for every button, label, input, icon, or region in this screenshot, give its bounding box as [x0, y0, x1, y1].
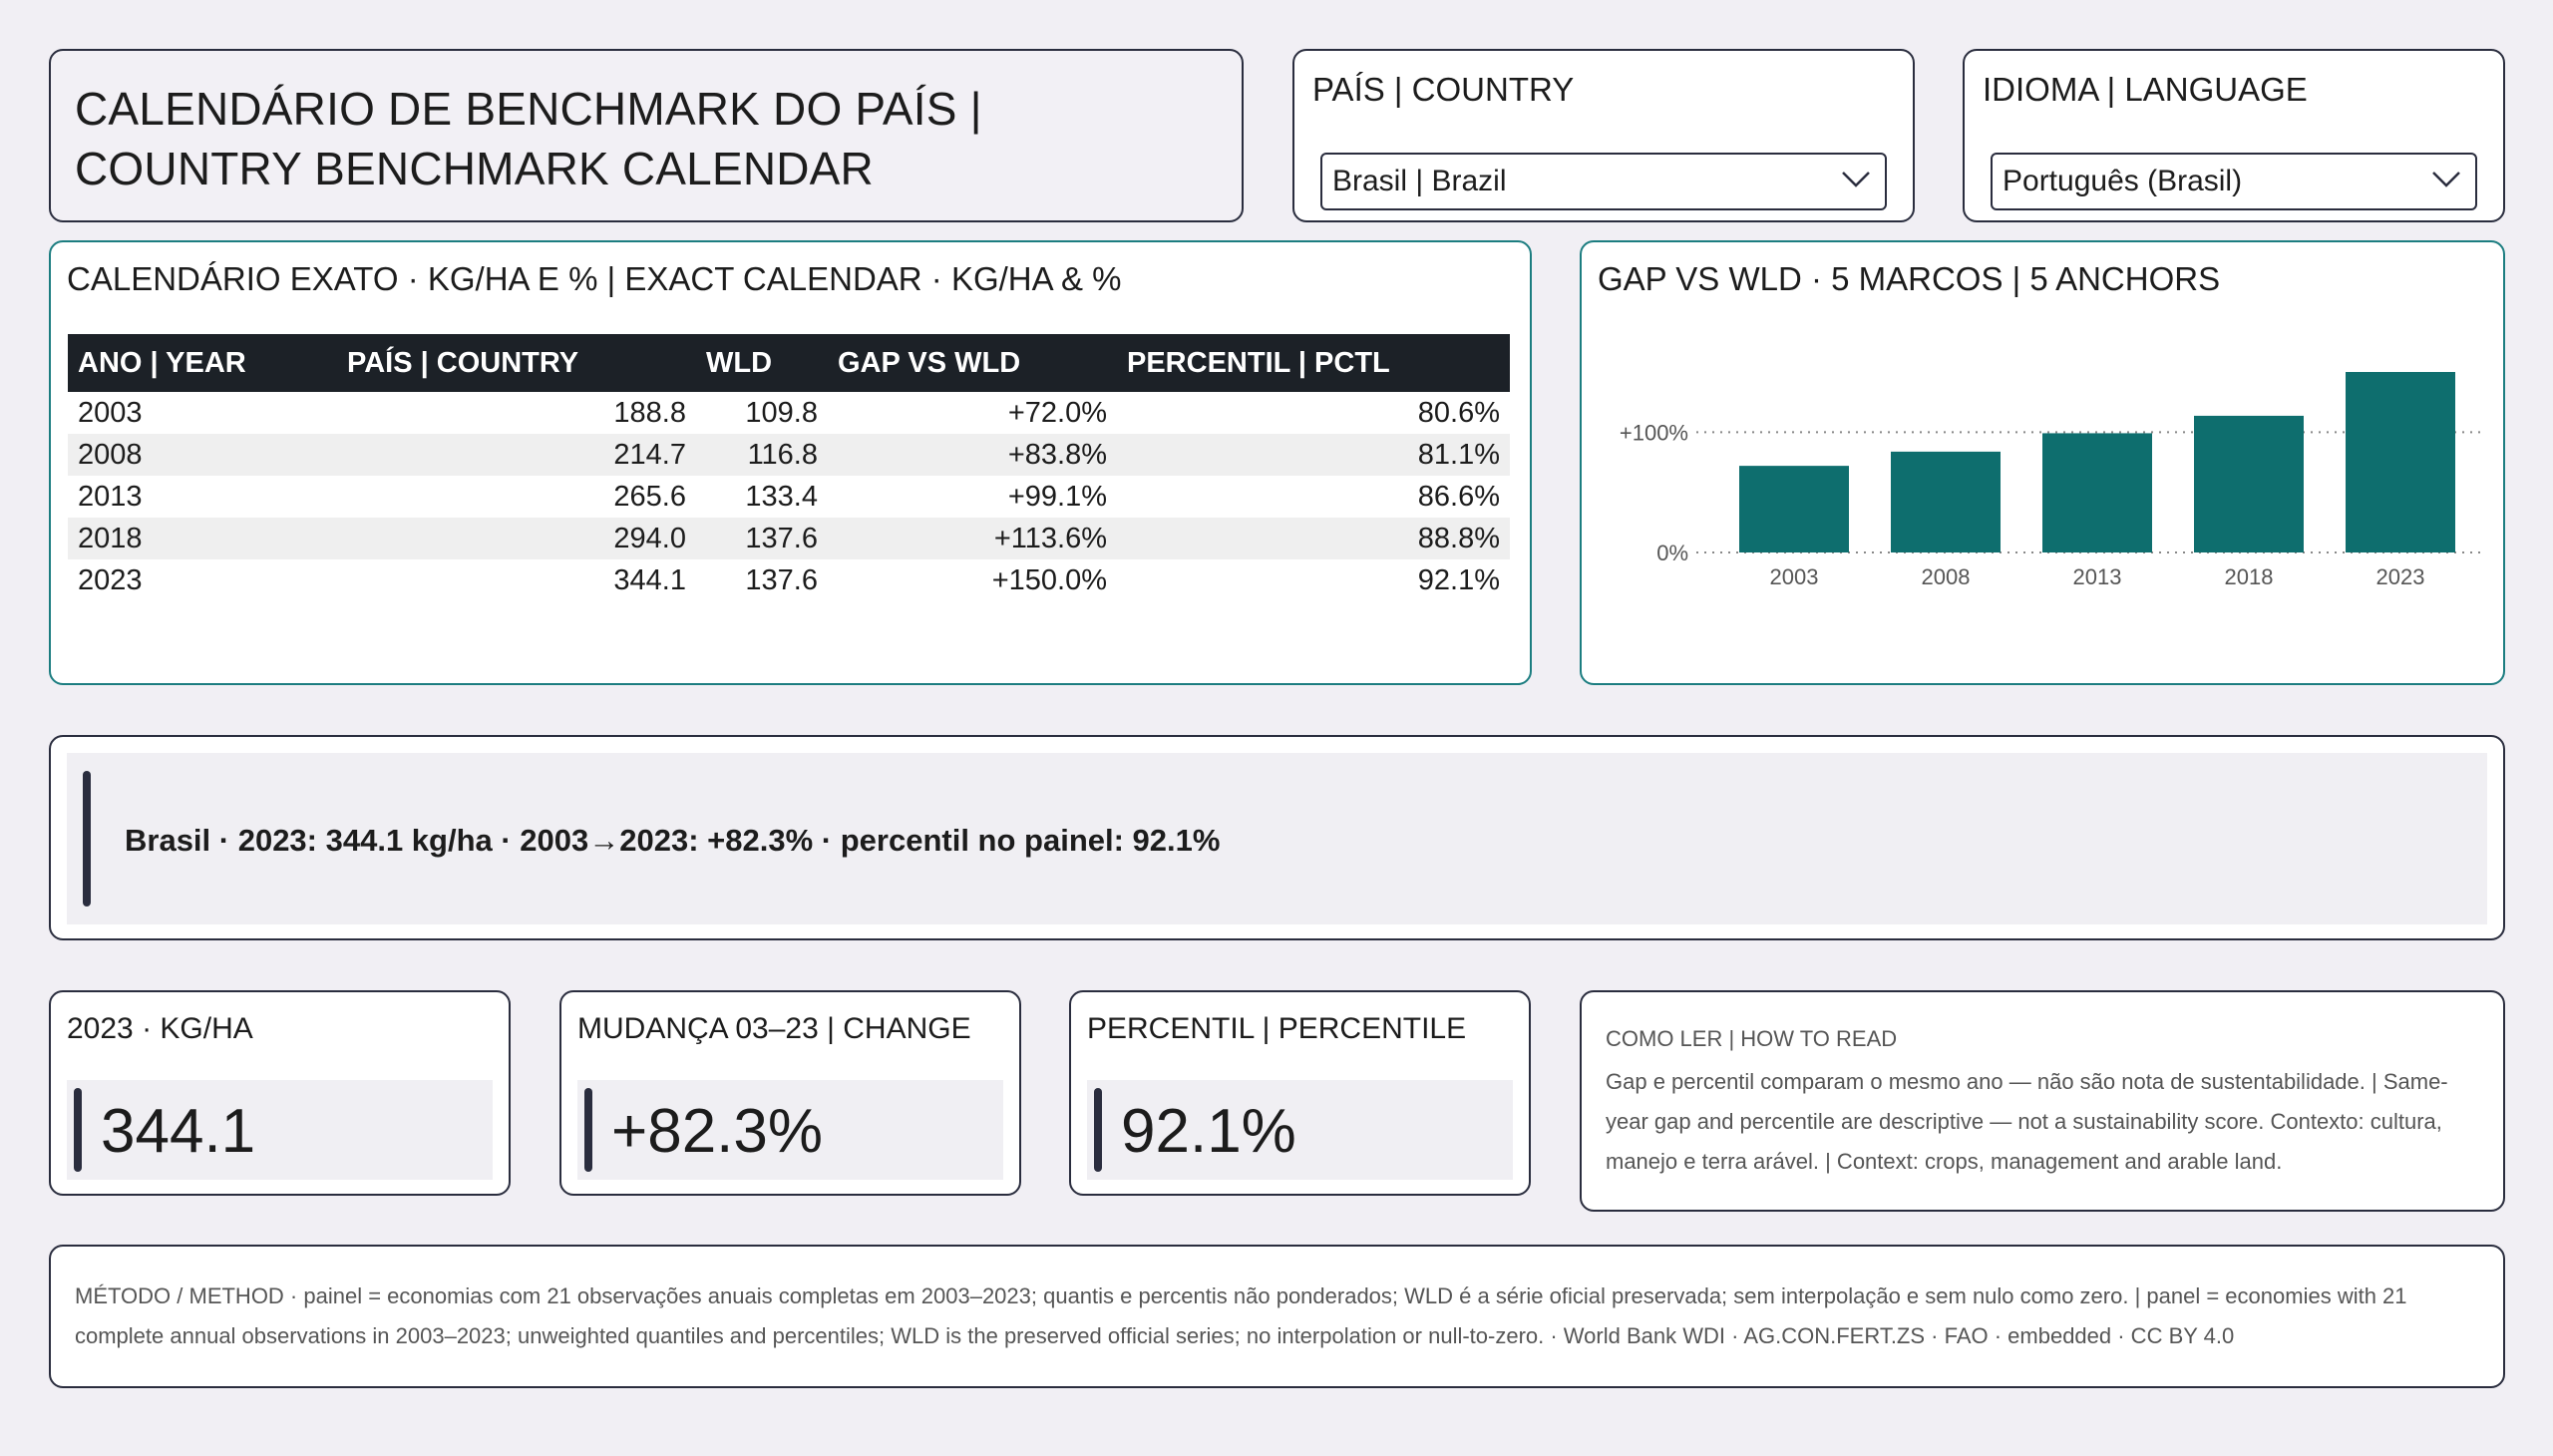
- table-cell: +83.8%: [828, 434, 1117, 476]
- chevron-down-icon[interactable]: [2431, 169, 2461, 190]
- table-cell: 109.8: [745, 396, 818, 429]
- column-header[interactable]: GAP VS WLD: [828, 334, 1117, 392]
- column-header[interactable]: PERCENTIL | PCTL: [1117, 334, 1510, 392]
- bar-2018[interactable]: [2194, 415, 2304, 552]
- x-tick-label: 2013: [2073, 564, 2122, 589]
- country-slicer-title: PAÍS | COUNTRY: [1312, 71, 1575, 108]
- table-title: CALENDÁRIO EXATO · KG/HA E % | EXACT CAL…: [67, 260, 1122, 297]
- x-tick-label: 2003: [1770, 564, 1819, 589]
- kpi-change-card: MUDANÇA 03–23 | CHANGE +82.3%: [559, 990, 1021, 1196]
- insight-accent-bar: [83, 771, 91, 907]
- table-row: 2003 188.8 109.8 +72.0% 80.6%: [68, 392, 1510, 434]
- column-header[interactable]: WLD: [696, 334, 828, 392]
- table-cell: 133.4: [745, 480, 818, 513]
- kpi-yield-card: 2023 · KG/HA 344.1: [49, 990, 511, 1196]
- method-text: MÉTODO / METHOD · painel = economias com…: [75, 1283, 2407, 1348]
- kpi-accent-bar: [1094, 1088, 1102, 1172]
- kpi-title: 2023 · KG/HA: [67, 1012, 253, 1045]
- how-to-read-text: Gap e percentil comparam o mesmo ano — n…: [1606, 1069, 2448, 1174]
- chart-title: GAP VS WLD · 5 MARCOS | 5 ANCHORS: [1598, 260, 2221, 297]
- table-cell: +113.6%: [828, 518, 1117, 559]
- how-to-read-title: COMO LER | HOW TO READ: [1606, 1026, 1898, 1051]
- table-cell: +150.0%: [991, 563, 1107, 596]
- table-cell: 2008: [68, 434, 337, 476]
- page-title: CALENDÁRIO DE BENCHMARK DO PAÍS | COUNTR…: [75, 83, 982, 194]
- insight-card: Brasil · 2023: 344.1 kg/ha · 2003→2023: …: [49, 735, 2505, 940]
- y-tick-label: 0%: [1656, 541, 1688, 565]
- table-cell: 344.1: [613, 563, 686, 596]
- table-cell: 265.6: [613, 480, 686, 513]
- kpi-percentile-card: PERCENTIL | PERCENTILE 92.1%: [1069, 990, 1531, 1196]
- country-selected-value: Brasil | Brazil: [1332, 165, 1507, 197]
- title-card: CALENDÁRIO DE BENCHMARK DO PAÍS | COUNTR…: [49, 49, 1244, 222]
- kpi-value: 344.1: [101, 1097, 256, 1166]
- country-slicer: PAÍS | COUNTRY Brasil | Brazil: [1292, 49, 1915, 222]
- bar-2013[interactable]: [2042, 433, 2152, 552]
- table-row: 2018 294.0 137.6 +113.6% 88.8%: [68, 518, 1510, 559]
- table-cell: 116.8: [696, 434, 828, 476]
- kpi-value-box: 92.1%: [1087, 1080, 1513, 1180]
- kpi-accent-bar: [584, 1088, 592, 1172]
- table-cell: 2023: [78, 563, 143, 596]
- y-tick-label: +100%: [1620, 420, 1688, 445]
- language-slicer: IDIOMA | LANGUAGE Português (Brasil): [1963, 49, 2505, 222]
- table-cell: 214.7: [337, 434, 696, 476]
- x-tick-label: 2008: [1922, 564, 1971, 589]
- table-cell: +72.0%: [1007, 396, 1107, 429]
- table-cell: 86.6%: [1417, 480, 1500, 513]
- table-cell: 2003: [78, 396, 143, 429]
- language-slicer-title: IDIOMA | LANGUAGE: [1983, 71, 2308, 108]
- table-cell: 294.0: [337, 518, 696, 559]
- kpi-value-box: 344.1: [67, 1080, 493, 1180]
- x-tick-label: 2018: [2225, 564, 2274, 589]
- bar-2023[interactable]: [2346, 372, 2455, 552]
- table-cell: 137.6: [745, 563, 818, 596]
- kpi-value: 92.1%: [1121, 1097, 1296, 1166]
- table-row: 2023 344.1 137.6 +150.0% 92.1%: [68, 559, 1510, 601]
- country-dropdown[interactable]: Brasil | Brazil: [1320, 153, 1887, 210]
- insight-text: Brasil · 2023: 344.1 kg/ha · 2003→2023: …: [125, 823, 1221, 858]
- kpi-accent-bar: [74, 1088, 82, 1172]
- table-cell: +99.1%: [1007, 480, 1107, 513]
- calendar-table: ANO | YEAR PAÍS | COUNTRY WLD GAP VS WLD…: [68, 334, 1510, 601]
- kpi-value: +82.3%: [611, 1097, 824, 1166]
- chevron-down-icon[interactable]: [1841, 169, 1871, 190]
- kpi-title: PERCENTIL | PERCENTILE: [1087, 1012, 1467, 1045]
- language-selected-value: Português (Brasil): [2003, 165, 2243, 197]
- insight-callout: Brasil · 2023: 344.1 kg/ha · 2003→2023: …: [67, 753, 2487, 924]
- x-tick-label: 2023: [2376, 564, 2425, 589]
- table-cell: 188.8: [613, 396, 686, 429]
- bar-2003[interactable]: [1739, 466, 1849, 552]
- table-cell: 81.1%: [1117, 434, 1510, 476]
- table-cell: 2018: [68, 518, 337, 559]
- kpi-title: MUDANÇA 03–23 | CHANGE: [577, 1012, 971, 1045]
- table-row: 2013 265.6 133.4 +99.1% 86.6%: [68, 476, 1510, 518]
- column-header[interactable]: ANO | YEAR: [68, 334, 337, 392]
- table-row: 2008 214.7 116.8 +83.8% 81.1%: [68, 434, 1510, 476]
- column-header[interactable]: PAÍS | COUNTRY: [337, 334, 696, 392]
- table-cell: 2013: [78, 480, 143, 513]
- language-dropdown[interactable]: Português (Brasil): [1991, 153, 2477, 210]
- gap-chart-card: GAP VS WLD · 5 MARCOS | 5 ANCHORS 0% +100…: [1580, 240, 2505, 685]
- table-cell: 137.6: [696, 518, 828, 559]
- how-to-read-card: COMO LER | HOW TO READ Gap e percentil c…: [1580, 990, 2505, 1212]
- table-header-row: ANO | YEAR PAÍS | COUNTRY WLD GAP VS WLD…: [68, 334, 1510, 392]
- method-card: MÉTODO / METHOD · painel = economias com…: [49, 1245, 2505, 1388]
- calendar-table-card: CALENDÁRIO EXATO · KG/HA E % | EXACT CAL…: [49, 240, 1532, 685]
- bar-2008[interactable]: [1891, 451, 2001, 552]
- table-cell: 92.1%: [1417, 563, 1500, 596]
- gap-bar-chart: 0% +100% 2003 2008 2013 2018 2023: [1620, 372, 2484, 589]
- table-cell: 80.6%: [1417, 396, 1500, 429]
- kpi-value-box: +82.3%: [577, 1080, 1003, 1180]
- table-cell: 88.8%: [1117, 518, 1510, 559]
